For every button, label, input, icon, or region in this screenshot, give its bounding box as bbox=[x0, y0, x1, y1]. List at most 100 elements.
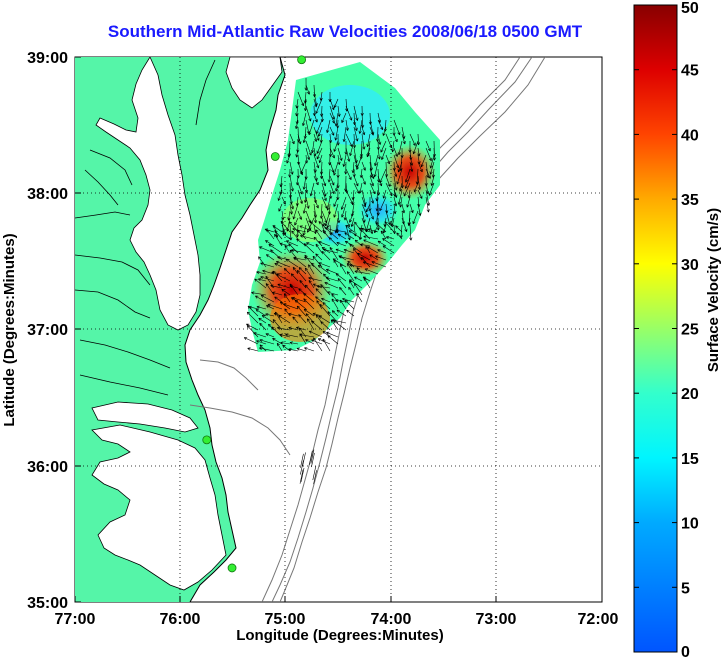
velocity-arrow bbox=[266, 229, 275, 240]
velocity-arrow bbox=[351, 196, 355, 206]
velocity-arrow bbox=[380, 230, 387, 240]
velocity-arrow bbox=[395, 225, 403, 233]
velocity-arrow bbox=[375, 222, 387, 233]
velocity-arrow bbox=[385, 236, 395, 240]
velocity-arrow bbox=[313, 147, 317, 157]
velocity-arrow bbox=[302, 203, 307, 214]
velocity-arrow bbox=[321, 175, 327, 187]
velocity-arrow bbox=[329, 182, 335, 195]
velocity-arrow bbox=[302, 112, 307, 127]
velocity-arrow bbox=[382, 238, 395, 247]
velocity-arrow bbox=[354, 221, 363, 233]
velocity-arrow bbox=[311, 140, 315, 154]
velocity-arrow bbox=[375, 255, 387, 261]
chesapeake-bay bbox=[95, 57, 201, 331]
velocity-arrow bbox=[318, 154, 323, 164]
velocity-arrow bbox=[393, 196, 398, 207]
velocity-arrow bbox=[304, 154, 309, 164]
velocity-arrow bbox=[425, 147, 432, 162]
velocity-arrow bbox=[281, 196, 286, 205]
velocity-arrow bbox=[256, 305, 267, 310]
velocity-arrow bbox=[289, 133, 295, 145]
velocity-arrow bbox=[369, 168, 375, 179]
velocity-arrow bbox=[315, 296, 323, 303]
velocity-arrow bbox=[409, 161, 414, 172]
velocity-arrow bbox=[409, 203, 414, 214]
colorbar-tick-label: 45 bbox=[681, 63, 699, 80]
velocity-arrow bbox=[304, 284, 315, 296]
velocity-arrow bbox=[365, 203, 371, 213]
velocity-arrow bbox=[286, 154, 291, 164]
velocity-arrow bbox=[288, 221, 299, 233]
velocity-arrow bbox=[321, 189, 327, 202]
velocity-arrow bbox=[330, 232, 339, 240]
velocity-arrow bbox=[299, 469, 304, 484]
velocity-arrow bbox=[298, 314, 307, 324]
velocity-arrow bbox=[382, 245, 395, 254]
velocity-arrow bbox=[397, 140, 403, 156]
velocity-arrow bbox=[345, 168, 352, 180]
velocity-arrow bbox=[296, 305, 307, 317]
grid-lines bbox=[75, 57, 602, 602]
velocity-arrow bbox=[361, 203, 369, 218]
velocity-arrow bbox=[382, 189, 387, 199]
velocity-arrow bbox=[306, 318, 315, 331]
velocity-arrow bbox=[265, 254, 275, 261]
velocity-arrow bbox=[277, 283, 291, 289]
velocity-arrow bbox=[407, 217, 411, 227]
velocity-arrow bbox=[256, 340, 267, 345]
velocity-arrow bbox=[333, 140, 339, 152]
velocity-arrow bbox=[313, 154, 320, 169]
velocity-arrow bbox=[300, 460, 304, 475]
velocity-arrow bbox=[340, 196, 347, 210]
bathymetry-contours bbox=[189, 57, 546, 602]
velocity-arrow bbox=[369, 182, 376, 195]
velocity-arrow bbox=[341, 112, 347, 123]
velocity-arrow bbox=[353, 154, 359, 168]
velocity-arrow bbox=[356, 267, 363, 275]
velocity-arrow bbox=[354, 239, 363, 247]
velocity-arrow bbox=[369, 126, 374, 135]
velocity-arrow bbox=[384, 221, 395, 233]
velocity-arrow bbox=[303, 243, 315, 254]
velocity-arrow bbox=[326, 331, 339, 338]
velocity-arrow bbox=[288, 326, 299, 331]
velocity-arrow bbox=[279, 242, 291, 247]
velocity-arrow bbox=[329, 175, 335, 186]
velocity-arrow bbox=[385, 210, 391, 225]
velocity-arrow bbox=[335, 273, 347, 282]
colorbar-tick-label: 25 bbox=[681, 322, 699, 339]
velocity-arrow bbox=[412, 140, 419, 155]
velocity-arrow bbox=[261, 315, 275, 324]
station-marker bbox=[270, 152, 280, 161]
velocity-arrow bbox=[334, 126, 339, 141]
velocity-arrow bbox=[329, 161, 335, 173]
velocity-arrow bbox=[308, 264, 315, 275]
velocity-arrow bbox=[342, 297, 355, 303]
velocity-arrow bbox=[328, 237, 339, 247]
velocity-arrow bbox=[271, 326, 283, 338]
velocity-arrow bbox=[334, 112, 339, 127]
velocity-arrow bbox=[349, 243, 363, 254]
velocity-arrow bbox=[335, 248, 347, 254]
colorbar-tick-label: 10 bbox=[681, 516, 699, 533]
velocity-arrow bbox=[255, 309, 267, 317]
velocity-arrow bbox=[274, 230, 283, 240]
velocity-arrow bbox=[336, 309, 347, 317]
velocity-arrow bbox=[265, 240, 275, 247]
velocity-arrow bbox=[285, 258, 299, 268]
colorbar-tick-label: 35 bbox=[681, 192, 699, 209]
velocity-arrow bbox=[358, 119, 363, 134]
station-marker bbox=[297, 55, 307, 65]
velocity-arrow bbox=[306, 242, 315, 247]
velocity-arrow bbox=[289, 175, 294, 192]
river-lines bbox=[75, 59, 216, 396]
velocity-arrow bbox=[396, 232, 403, 240]
velocity-arrow bbox=[288, 312, 299, 317]
velocity-arrow bbox=[296, 347, 307, 352]
velocity-arrow bbox=[377, 240, 387, 247]
velocity-arrow bbox=[369, 175, 375, 187]
velocity-arrow bbox=[333, 203, 339, 218]
pamlico-sound bbox=[91, 424, 227, 591]
velocity-arrow bbox=[425, 189, 431, 206]
